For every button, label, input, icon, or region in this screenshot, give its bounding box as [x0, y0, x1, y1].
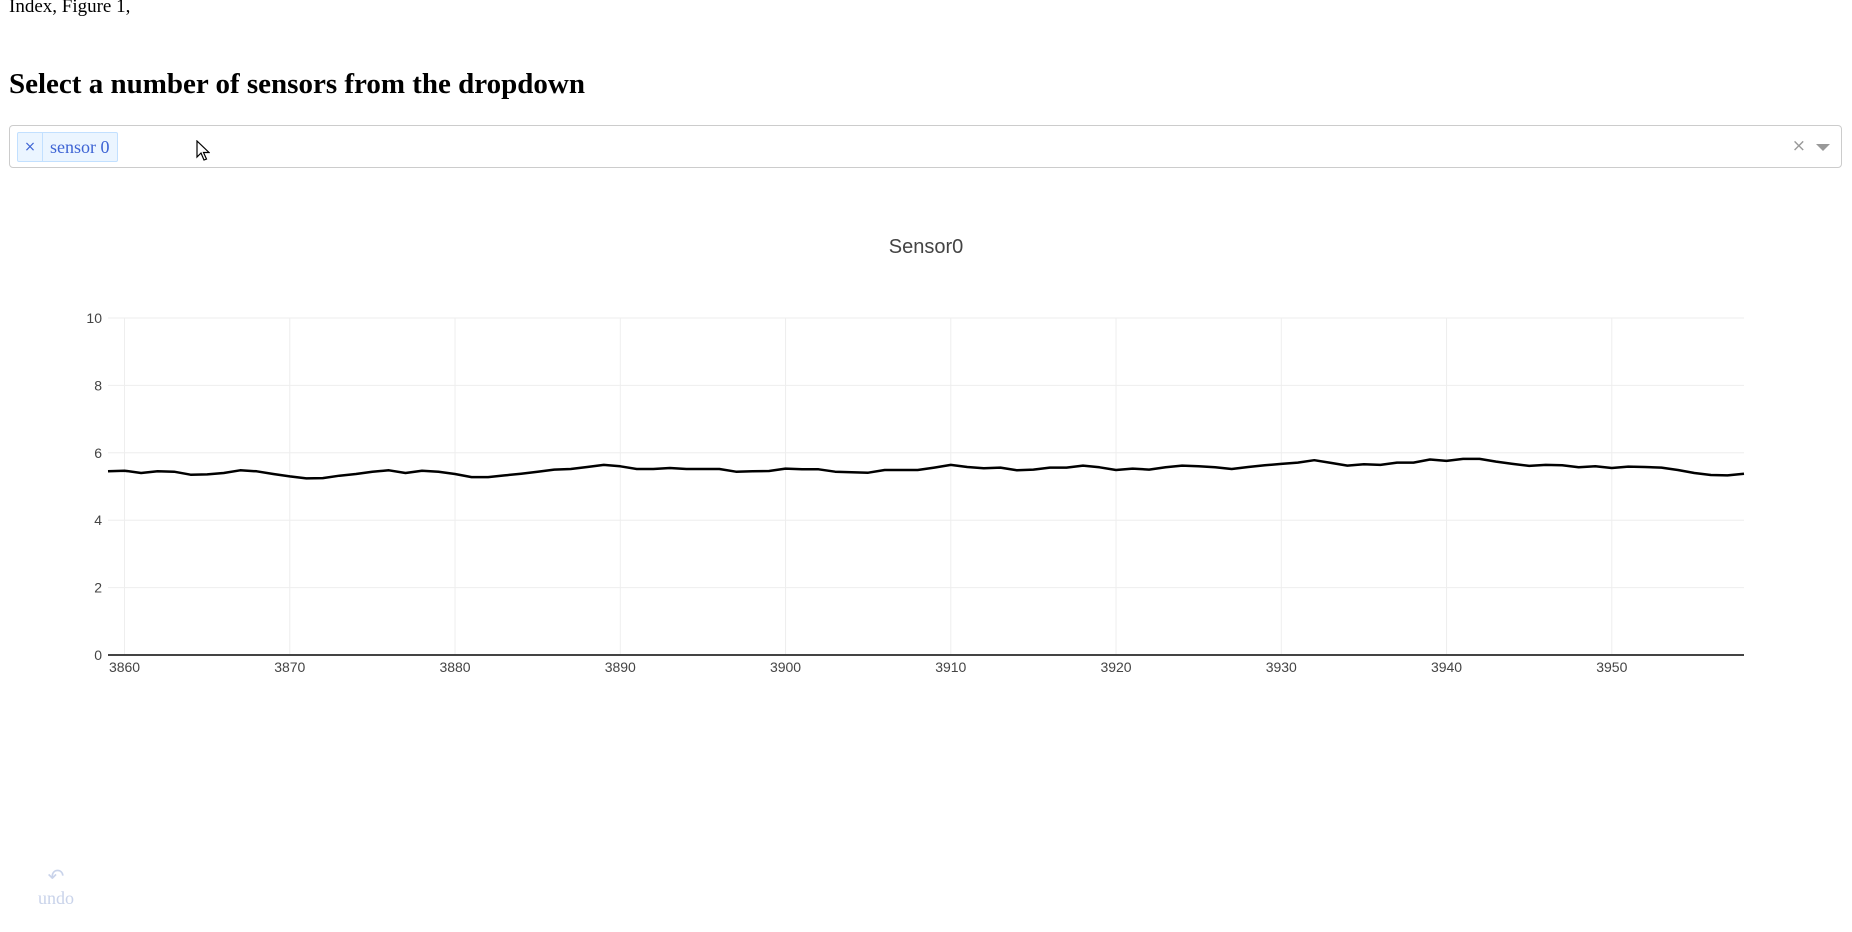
x-tick-label: 3910	[935, 659, 966, 675]
x-tick-label: 3890	[605, 659, 636, 675]
x-tick-label: 3940	[1431, 659, 1462, 675]
sensor-multiselect-dropdown[interactable]: × sensor 0 ×	[9, 125, 1842, 168]
x-tick-label: 3920	[1100, 659, 1131, 675]
undo-label: undo	[38, 888, 74, 908]
undo-button[interactable]: ↶ undo	[36, 864, 76, 909]
selected-chip-sensor-0: × sensor 0	[17, 132, 118, 162]
x-tick-label: 3950	[1596, 659, 1627, 675]
clear-all-icon[interactable]: ×	[1791, 136, 1806, 156]
series-line-sensor0	[107, 457, 1745, 480]
chip-remove-icon[interactable]: ×	[18, 133, 43, 161]
x-tick-label: 3900	[770, 659, 801, 675]
chip-label: sensor 0	[50, 136, 110, 157]
undo-icon: ↶	[47, 864, 65, 888]
x-tick-label: 3870	[274, 659, 305, 675]
mouse-cursor-icon	[196, 140, 210, 161]
y-tick-label: 8	[94, 377, 102, 393]
y-tick-label: 2	[94, 580, 102, 596]
x-tick-label: 3860	[109, 659, 140, 675]
x-tick-label: 3880	[439, 659, 470, 675]
caret-down-icon[interactable]	[1816, 144, 1830, 151]
x-tick-label: 3930	[1266, 659, 1297, 675]
page-title: Select a number of sensors from the drop…	[9, 68, 585, 100]
y-tick-label: 0	[94, 647, 102, 663]
sensor-line-chart: Sensor0 0 2 4 6 8 10 3860 3870 3880 3890 3900 3910…	[86, 236, 1745, 675]
y-tick-label: 4	[94, 512, 102, 528]
y-tick-label: 10	[86, 310, 102, 326]
chart-title: Sensor0	[889, 236, 964, 258]
index-line: Index, Figure 1,	[9, 0, 131, 17]
y-tick-label: 6	[94, 445, 102, 461]
